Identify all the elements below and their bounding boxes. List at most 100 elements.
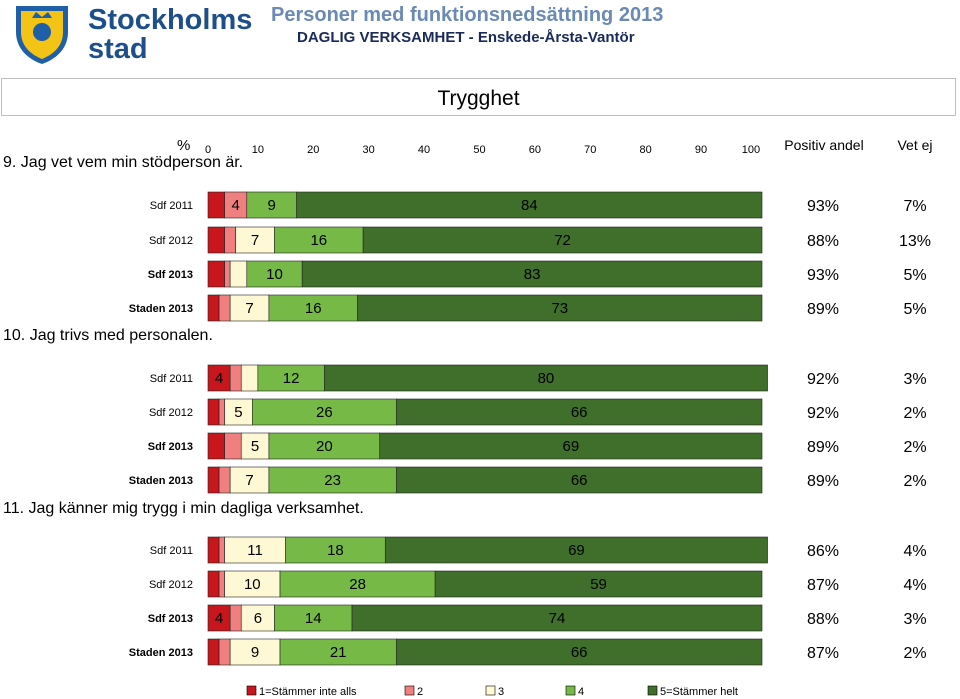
- bar-value-label: 26: [316, 404, 333, 421]
- bar-segment: [274, 226, 364, 254]
- unknown-share-value: 5%: [903, 267, 926, 284]
- row-label: Staden 2013: [129, 647, 193, 659]
- bar-segment: [235, 226, 275, 254]
- bar-value-label: 66: [571, 472, 588, 489]
- axis-tick-label: 30: [363, 144, 375, 156]
- axis-tick-label: 20: [307, 144, 319, 156]
- bar-segment: [218, 466, 231, 494]
- row-label: Sdf 2011: [150, 373, 193, 385]
- bar-segment: [207, 570, 220, 598]
- bar-value-label: 12: [283, 370, 300, 387]
- bar-value-label: 20: [316, 438, 333, 455]
- axis-tick-label: 90: [695, 144, 707, 156]
- bar-segment: [218, 638, 231, 666]
- bar-segment: [240, 364, 259, 392]
- stockholms-stad-logo: Stockholms stad: [12, 2, 252, 68]
- positive-share-value: 89%: [807, 439, 839, 456]
- axis-tick-label: 100: [742, 144, 760, 156]
- bar-segment: [218, 398, 225, 426]
- unknown-share-value: 2%: [903, 645, 926, 662]
- positive-share-value: 88%: [807, 611, 839, 628]
- bar-value-label: 74: [549, 610, 566, 627]
- bar-segment: [274, 604, 353, 632]
- row-label: Sdf 2011: [150, 200, 193, 212]
- bar-segment: [351, 604, 763, 632]
- legend-swatch: [565, 685, 576, 696]
- bar-segment: [218, 536, 225, 564]
- bar-segment: [207, 466, 220, 494]
- bar-segment: [357, 294, 763, 322]
- legend-swatch: [246, 685, 257, 696]
- legend-label: 5=Stämmer helt: [660, 686, 738, 698]
- bar-segment: [218, 294, 231, 322]
- question-title: 11. Jag känner mig trygg i min dagliga v…: [3, 500, 364, 517]
- axis-tick-label: 0: [205, 144, 211, 156]
- positive-share-value: 88%: [807, 233, 839, 250]
- chart-body: 9. Jag vet vem min stödperson är. Sdf 201…: [3, 154, 931, 666]
- section-title-box: Trygghet: [1, 78, 956, 116]
- bar-value-label: 59: [590, 576, 607, 593]
- bar-segment: [229, 364, 242, 392]
- bar-segment: [229, 260, 248, 288]
- report-subtitle: DAGLIG VERKSAMHET - Enskede-Årsta-Vantör: [297, 29, 635, 46]
- logo-line-1: Stockholms: [88, 4, 253, 36]
- positive-share-value: 89%: [807, 473, 839, 490]
- legend-swatch: [404, 685, 415, 696]
- row-label: Sdf 2011: [150, 545, 193, 557]
- positive-share-value: 86%: [807, 543, 839, 560]
- row-label: Sdf 2012: [149, 407, 193, 419]
- bar-segment: [279, 638, 397, 666]
- bar-value-label: 18: [327, 542, 344, 559]
- bar-value-label: 69: [568, 542, 585, 559]
- bar-value-label: 4: [215, 610, 223, 627]
- bar-segment: [229, 466, 270, 494]
- bar-segment: [384, 536, 768, 564]
- bar-segment: [257, 364, 325, 392]
- bar-segment: [218, 570, 225, 598]
- axis-tick-label: 80: [640, 144, 652, 156]
- bar-segment: [207, 260, 225, 288]
- logo-wordmark: Stockholms stad: [88, 6, 252, 64]
- bar-segment: [207, 638, 220, 666]
- column-header-positive: Positiv andel: [784, 137, 863, 153]
- bar-segment: [207, 432, 225, 460]
- bar-value-label: 69: [563, 438, 580, 455]
- bar-value-label: 5: [251, 438, 259, 455]
- crest-icon: [16, 6, 68, 64]
- bar-value-label: 21: [330, 644, 347, 661]
- row-label: Sdf 2012: [149, 579, 193, 591]
- legend-swatch: [647, 685, 658, 696]
- bar-segment: [324, 364, 768, 392]
- row-label: Sdf 2013: [148, 269, 193, 281]
- bar-value-label: 7: [251, 232, 259, 249]
- bar-value-label: 7: [245, 472, 253, 489]
- positive-share-value: 92%: [807, 371, 839, 388]
- bar-value-label: 16: [305, 300, 322, 317]
- bar-value-label: 16: [310, 232, 327, 249]
- axis-tick-label: 10: [252, 144, 264, 156]
- bar-value-label: 23: [324, 472, 341, 489]
- bar-value-label: 14: [305, 610, 322, 627]
- bar-segment: [229, 604, 242, 632]
- bar-segment: [268, 432, 381, 460]
- unknown-share-value: 2%: [903, 473, 926, 490]
- legend-label: 2: [417, 686, 423, 698]
- column-header-unknown: Vet ej: [897, 137, 932, 153]
- bar-segment: [396, 638, 763, 666]
- unknown-share-value: 4%: [903, 577, 926, 594]
- row-label: Staden 2013: [129, 303, 193, 315]
- positive-share-value: 93%: [807, 267, 839, 284]
- bar-value-label: 28: [349, 576, 366, 593]
- axis-tick-label: 50: [473, 144, 485, 156]
- bar-segment: [207, 536, 220, 564]
- unknown-share-value: 2%: [903, 405, 926, 422]
- bar-value-label: 66: [571, 404, 588, 421]
- axis-tick-label: 40: [418, 144, 430, 156]
- bar-value-label: 9: [251, 644, 259, 661]
- row-label: Sdf 2012: [149, 235, 193, 247]
- bar-value-label: 80: [538, 370, 555, 387]
- bar-value-label: 72: [554, 232, 571, 249]
- question-title: 9. Jag vet vem min stödperson är.: [3, 154, 243, 171]
- unknown-share-value: 3%: [903, 371, 926, 388]
- unknown-share-value: 5%: [903, 301, 926, 318]
